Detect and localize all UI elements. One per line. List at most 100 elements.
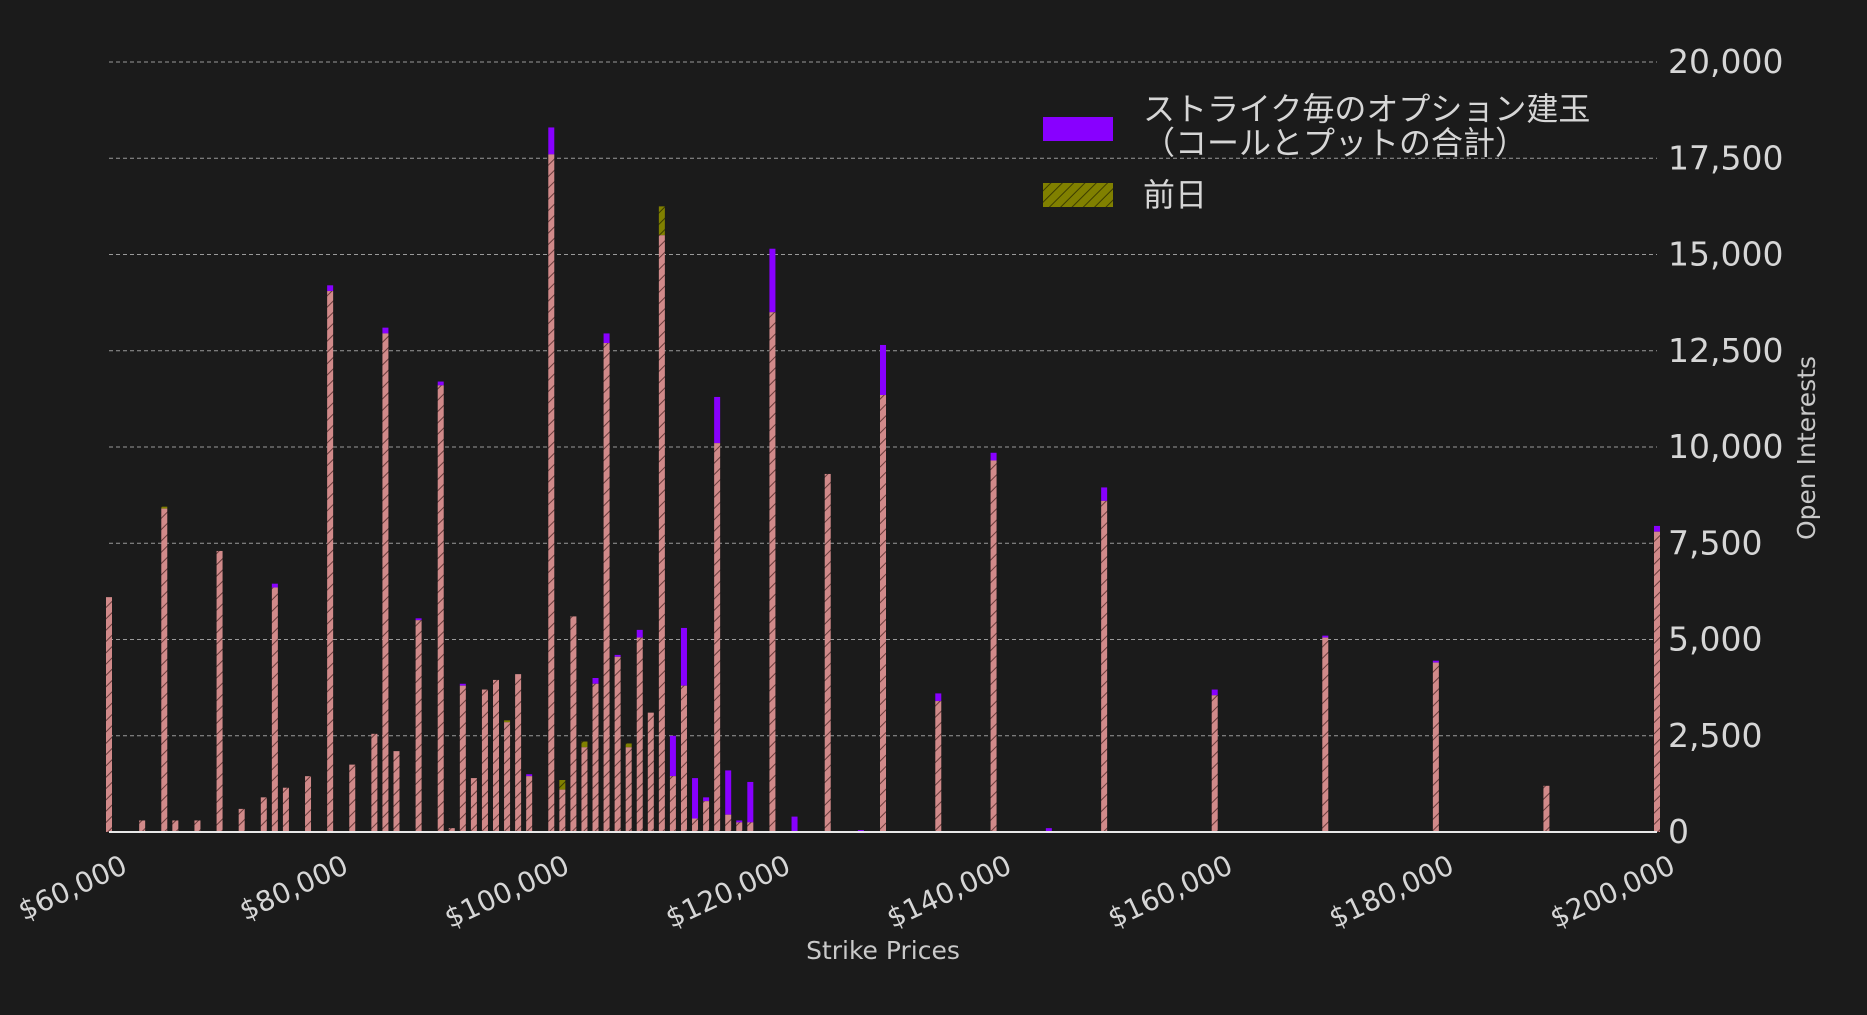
bar-overlap [493, 679, 499, 832]
bar-overlap [603, 343, 610, 832]
bar-overlap [1101, 500, 1108, 832]
bar-overlap [570, 616, 577, 832]
bar-overlap [592, 683, 599, 832]
bars [106, 127, 1660, 832]
bar-overlap [703, 801, 710, 832]
bar-current-excess [1654, 525, 1660, 532]
legend-swatch-current [1043, 117, 1113, 141]
bar-current-excess [526, 774, 533, 777]
bar-current-excess [636, 629, 643, 638]
bar-overlap [371, 733, 378, 832]
bar-current-excess [736, 820, 743, 823]
bar-overlap [714, 443, 721, 832]
bar-overlap [1654, 531, 1660, 832]
y-axis-title: Open Interests [1792, 356, 1821, 540]
bar-current-excess [614, 654, 621, 657]
bar-overlap [736, 822, 743, 832]
bar-overlap [625, 747, 632, 832]
bar-current-excess [1045, 828, 1052, 832]
bar-overlap [515, 674, 522, 832]
bar-overlap [393, 751, 400, 832]
bar-overlap [161, 508, 168, 832]
legend-label-current-line2: （コールとプットの合計） [1143, 124, 1527, 162]
bar-current-excess [669, 735, 676, 777]
legend-label-current-line1: ストライク毎のオプション建玉 [1143, 90, 1590, 128]
bar-current-excess [769, 248, 776, 313]
bar-overlap [647, 712, 654, 832]
bar-previous-excess [504, 720, 511, 723]
bar-current-excess [692, 778, 699, 819]
bar-previous-excess [581, 741, 588, 748]
bar-current-excess [1322, 635, 1329, 638]
bar-overlap [680, 685, 687, 832]
bar-current-excess [327, 285, 334, 292]
bar-overlap [692, 818, 699, 832]
bar-current-excess [1101, 487, 1108, 501]
bar-previous-excess [625, 743, 632, 748]
bar-current-excess [935, 693, 942, 702]
bar-current-excess [603, 333, 610, 344]
bar-previous-excess [161, 506, 168, 509]
bar-current-excess [791, 816, 798, 832]
bar-current-excess [459, 683, 466, 686]
bar-current-excess [592, 678, 599, 684]
bar-overlap [305, 776, 312, 832]
x-axis-title: Strike Prices [806, 936, 960, 965]
bar-overlap [658, 235, 665, 832]
bar-overlap [824, 473, 831, 832]
y-axis-ticks: 0 2,500 5,000 7,500 10,000 12,500 15,000 17,500… [1668, 42, 1783, 851]
bar-current-excess [271, 583, 278, 588]
y-tick-label: 10,000 [1668, 427, 1783, 466]
y-tick-label: 12,500 [1668, 331, 1783, 370]
bar-current-excess [1432, 660, 1439, 663]
bar-overlap [548, 154, 555, 832]
bar-overlap [349, 764, 356, 832]
y-tick-label: 17,500 [1668, 138, 1783, 177]
bar-overlap [747, 822, 754, 832]
bar-current-excess [437, 381, 444, 386]
bar-current-excess [714, 396, 721, 444]
bar-current-excess [880, 344, 886, 396]
legend-swatch-previous [1043, 183, 1113, 207]
bar-current-excess [382, 327, 389, 334]
bar-current-excess [747, 781, 754, 823]
bar-overlap [559, 789, 566, 832]
bar-overlap [669, 776, 676, 832]
bar-overlap [990, 460, 997, 832]
bar-current-excess [990, 452, 997, 461]
bar-overlap [260, 797, 267, 832]
bar-overlap [216, 550, 223, 832]
bar-overlap [382, 333, 389, 832]
bar-current-excess [415, 618, 422, 621]
bar-overlap [481, 689, 488, 832]
bar-overlap [636, 637, 643, 832]
bar-overlap [282, 787, 289, 832]
bar-overlap [459, 685, 466, 832]
bar-overlap [935, 701, 942, 832]
bar-previous-excess [559, 780, 566, 790]
bar-current-excess [548, 127, 555, 155]
bar-overlap [725, 814, 732, 832]
bar-overlap [271, 587, 278, 832]
bar-overlap [238, 808, 245, 832]
bar-previous-excess [658, 206, 665, 236]
y-tick-label: 20,000 [1668, 42, 1783, 81]
bar-overlap [880, 395, 886, 832]
bar-overlap [581, 747, 588, 832]
bar-overlap [194, 820, 201, 832]
bar-overlap [448, 828, 455, 832]
bar-overlap [1432, 662, 1439, 832]
bar-overlap [769, 312, 776, 832]
bar-overlap [139, 820, 146, 832]
bar-overlap [415, 620, 422, 832]
bar-overlap [106, 597, 112, 832]
bar-current-excess [703, 797, 710, 802]
legend: ストライク毎のオプション建玉 （コールとプットの合計） 前日 [1043, 90, 1590, 214]
bar-overlap [470, 778, 477, 832]
bar-overlap [1322, 637, 1329, 832]
bar-overlap [172, 820, 179, 832]
bar-overlap [1211, 695, 1218, 832]
y-tick-label: 5,000 [1668, 620, 1762, 659]
